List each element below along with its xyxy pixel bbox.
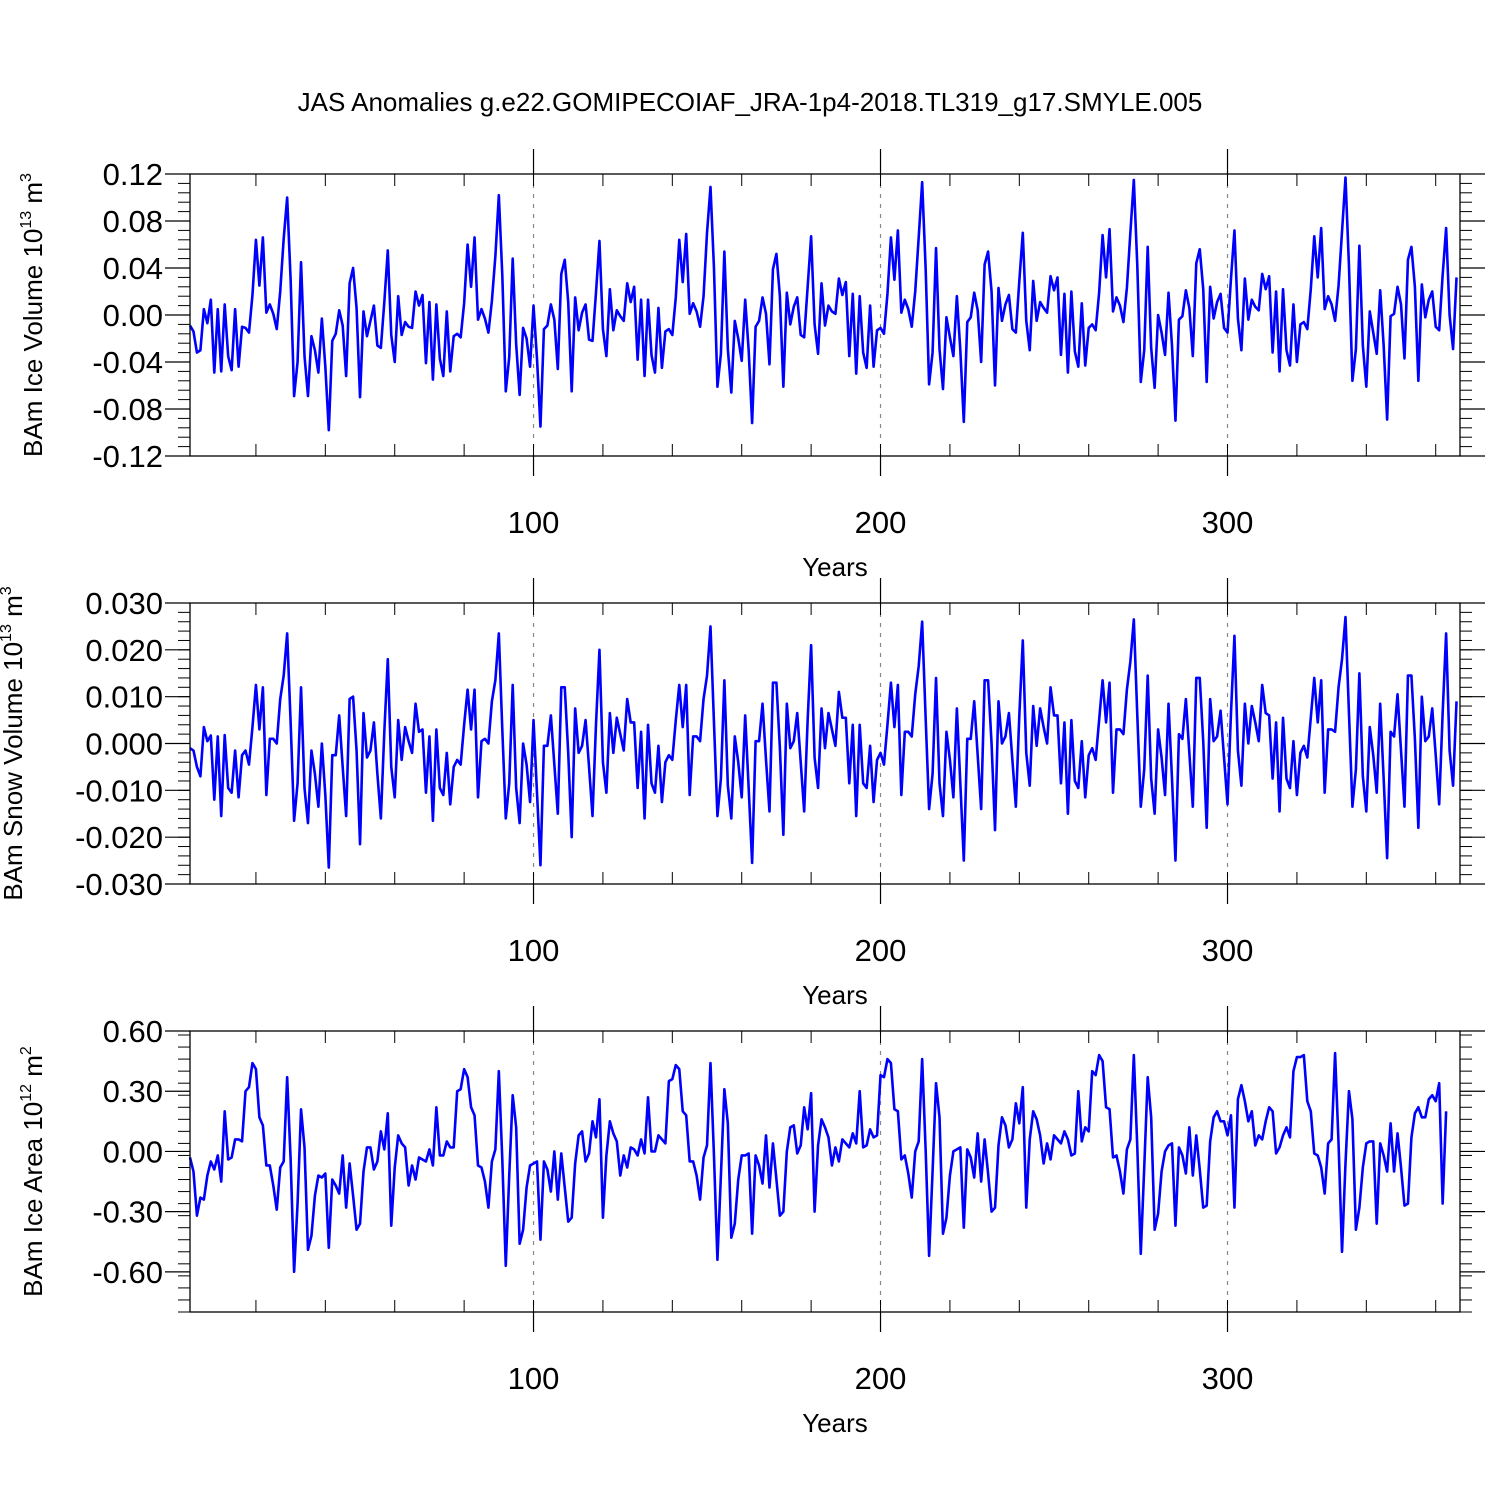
x-tick-label: 100	[508, 933, 560, 968]
plot-frame	[189, 602, 1461, 885]
y-tick-label: 0.04	[103, 251, 163, 286]
y-tick-label: 0.030	[85, 586, 163, 621]
y-tick-label: 0.08	[103, 204, 163, 239]
y-tick-label: -0.30	[92, 1195, 163, 1230]
y-tick-label: 0.12	[103, 157, 163, 192]
panel-2: 100 200 300 -0.030 -0.020 -0.010 0.000 0.010 0.0…	[0, 578, 1485, 1010]
y-tick-label: -0.08	[92, 392, 163, 427]
y-tick-label: 0.00	[103, 298, 163, 333]
y-tick-label: -0.04	[92, 345, 163, 380]
x-tick-label: 300	[1202, 933, 1254, 968]
x-tick-label: 300	[1202, 1361, 1254, 1396]
y-tick-label: 0.30	[103, 1074, 163, 1109]
y-axis-label: BAm Ice Area 1012 m2	[18, 1046, 48, 1297]
data-series-line	[189, 615, 1458, 869]
panels: 100 200 300 -0.12 -0.08 -0.04 0.00 0.04 0.08 0.12…	[0, 149, 1485, 1438]
y-axis-label: BAm Snow Volume 1013 m3	[0, 586, 28, 900]
y-tick-label: 0.000	[85, 727, 163, 762]
x-tick-label: 200	[855, 1361, 907, 1396]
x-tick-label: 200	[855, 505, 907, 540]
data-series-line	[188, 1051, 1448, 1274]
y-tick-label: 0.00	[103, 1134, 163, 1169]
x-axis-label: Years	[802, 1408, 868, 1438]
y-tick-label: 0.60	[103, 1014, 163, 1049]
y-tick-label: 0.010	[85, 680, 163, 715]
chart-title: JAS Anomalies g.e22.GOMIPECOIAF_JRA-1p4-…	[298, 87, 1203, 117]
panel-1: 100 200 300 -0.12 -0.08 -0.04 0.00 0.04 0.08 0.12…	[18, 149, 1485, 582]
y-tick-label: -0.12	[92, 439, 163, 474]
x-tick-label: 300	[1202, 505, 1254, 540]
y-tick-label: 0.020	[85, 633, 163, 668]
panel-3: 100 200 300 -0.60 -0.30 0.00 0.30 0.60 Years BAm …	[18, 1006, 1485, 1438]
y-tick-label: -0.010	[75, 773, 163, 808]
y-tick-label: -0.60	[92, 1255, 163, 1290]
x-tick-label: 100	[508, 505, 560, 540]
y-tick-label: -0.030	[75, 867, 163, 902]
data-series-line	[188, 176, 1458, 432]
y-axis-label: BAm Ice Volume 1013 m3	[18, 173, 48, 457]
x-tick-label: 100	[508, 1361, 560, 1396]
x-axis-label: Years	[802, 552, 868, 582]
y-tick-label: -0.020	[75, 820, 163, 855]
x-axis-label: Years	[802, 980, 868, 1010]
x-tick-label: 200	[855, 933, 907, 968]
plot-frame	[189, 1030, 1461, 1313]
plot-frame	[189, 173, 1461, 457]
